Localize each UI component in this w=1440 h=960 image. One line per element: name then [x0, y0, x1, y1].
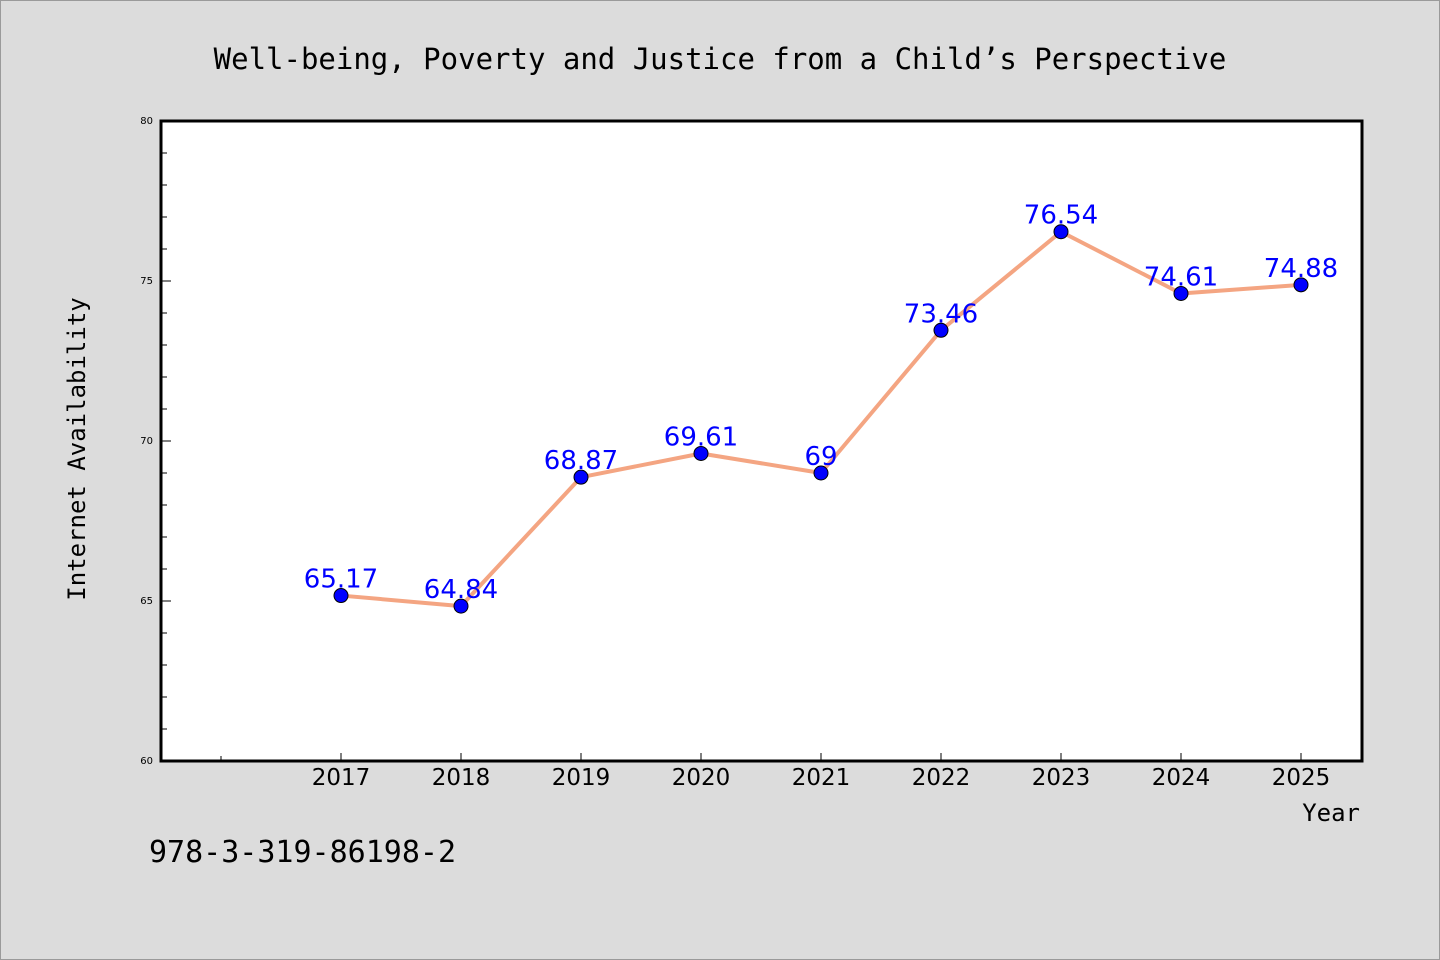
y-tick-label: 75 [140, 276, 153, 287]
data-label: 73.46 [904, 299, 978, 329]
x-tick-label: 2022 [912, 765, 971, 791]
data-label: 65.17 [304, 565, 378, 595]
x-tick-label: 2023 [1032, 765, 1091, 791]
plot-frame [159, 119, 1364, 763]
data-point [1173, 285, 1189, 301]
isbn-code: 978-3-319-86198-2 [149, 835, 457, 870]
y-tick-label: 80 [140, 116, 153, 127]
data-point [693, 445, 709, 461]
data-point [1293, 277, 1309, 293]
y-tick-label: 65 [140, 596, 153, 607]
data-point [333, 588, 349, 604]
data-label: 64.84 [424, 575, 498, 605]
x-tick-label: 2017 [312, 765, 371, 791]
data-label: 69 [804, 442, 837, 472]
data-label: 76.54 [1024, 201, 1098, 231]
x-axis-label: Year [1302, 799, 1360, 827]
data-labels: 65.17 64.84 68.87 69.61 69 73.46 76.54 74.61 74.… [304, 201, 1338, 605]
x-tick-label: 2018 [432, 765, 491, 791]
x-tick-label: 2019 [552, 765, 611, 791]
data-point [453, 598, 469, 614]
data-label: 69.61 [664, 422, 738, 452]
x-tick-label: 2021 [792, 765, 851, 791]
plot-area [161, 121, 1362, 761]
x-tick-label: 2024 [1152, 765, 1211, 791]
data-point [933, 322, 949, 338]
x-tick-label: 2020 [672, 765, 731, 791]
data-label: 68.87 [544, 446, 618, 476]
data-point [1053, 224, 1069, 240]
x-axis: 2017 2018 2019 2020 2021 2022 2023 2024 2025 [220, 753, 1331, 791]
data-point [813, 465, 829, 481]
data-markers [333, 224, 1309, 614]
data-point [573, 469, 589, 485]
x-tick-label: 2025 [1272, 765, 1331, 791]
data-label: 74.61 [1144, 262, 1218, 292]
y-tick-label: 70 [140, 436, 153, 447]
y-axis-label: Internet Availability [63, 297, 91, 600]
chart-title: Well-being, Poverty and Justice from a C… [214, 42, 1227, 76]
data-label: 74.88 [1264, 254, 1338, 284]
y-tick-label: 60 [140, 756, 153, 767]
